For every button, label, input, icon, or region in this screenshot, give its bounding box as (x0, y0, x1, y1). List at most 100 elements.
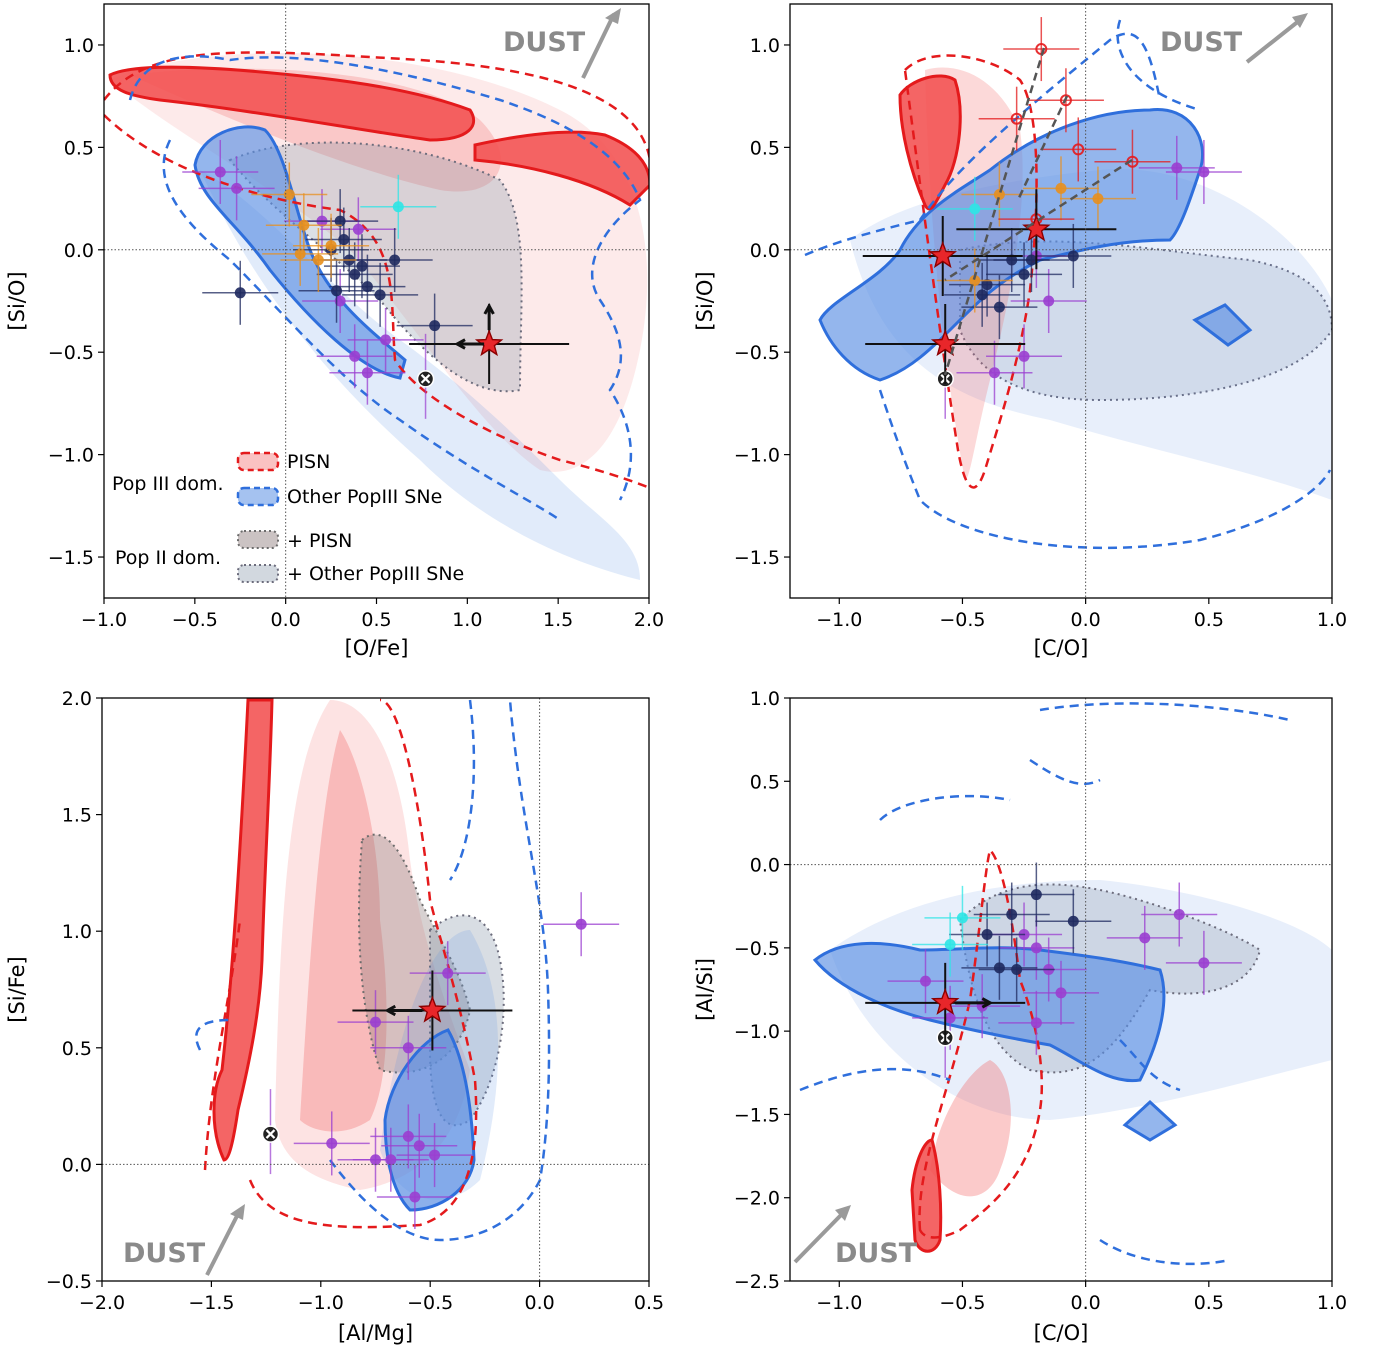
p4-xtick-label: 0.0 (1071, 1292, 1101, 1314)
p1-dust-label: DUST (503, 27, 586, 58)
p4-data-point (920, 975, 931, 987)
p2-ytick-label: −1.0 (734, 445, 780, 467)
p3-data-point (402, 1042, 414, 1054)
p1-ytick-label: −0.5 (48, 342, 94, 364)
legend-pisn-swatch (236, 451, 280, 472)
legend-pop2-pisn-label: + PISN (287, 530, 352, 552)
p2-xtick-label: 1.0 (1317, 609, 1347, 631)
p4-ytick-label: −1.5 (734, 1104, 780, 1126)
p4-data-point (993, 962, 1005, 974)
p3-dust-arrowhead (230, 1204, 245, 1220)
p3-xlabel: [Al/Mg] (338, 1321, 413, 1345)
p3-ytick-label: 2.0 (62, 688, 92, 710)
p2-data-point (969, 203, 981, 215)
p3-pisn-solid (212, 698, 274, 1162)
p2-ytick-label: −1.5 (734, 547, 780, 569)
p3-density-regions (195, 698, 551, 1242)
p4-data-point (1006, 909, 1018, 921)
p1-data-point (352, 223, 364, 235)
p1-data-point (325, 240, 337, 252)
p1-data-point (334, 215, 346, 227)
legend-other-label: Other PopIII SNe (287, 486, 442, 508)
p2-xtick-label: 0.0 (1071, 609, 1101, 631)
p4-star-limit-right-head (981, 997, 994, 1009)
legend-pop2-other-swatch (237, 564, 279, 583)
p2-dust-arrow (1245, 18, 1302, 64)
p2-axes: −1.0 −0.5 0.0 0.5 1.0 −1.5 −1.0 −0.5 0.0 0.5 1.0 [C… (693, 3, 1347, 660)
p1-star-marker (474, 329, 504, 357)
p1-xtick-label: 2.0 (634, 609, 664, 631)
p2-xlabel: [C/O] (1034, 636, 1089, 660)
p1-dust-arrow (581, 13, 616, 79)
p4-pisn-solid (910, 1138, 943, 1253)
p1-data-point (392, 201, 404, 213)
p2-dashed-track-3 (944, 158, 1133, 282)
p1-data-point (298, 219, 310, 231)
p1-marks (182, 139, 570, 419)
p1-data-point (349, 350, 361, 362)
p4-data-point (1030, 942, 1042, 954)
p4-dust-arrow (793, 1211, 845, 1264)
p2-marks (862, 17, 1242, 419)
p2-xtick-label: −1.0 (816, 609, 862, 631)
p3-frame (101, 697, 650, 1282)
p1-data-point (361, 281, 373, 293)
p3-data-point (442, 967, 454, 979)
p1-pisn-solid (108, 65, 476, 142)
p3-ytick-label: 1.0 (62, 921, 92, 943)
legend-pisn-label: PISN (287, 451, 330, 473)
p1-data-point (331, 285, 343, 297)
p4-ytick-label: −1.0 (734, 1021, 780, 1043)
p1-legend: PISN Pop III dom. Other PopIII SNe + PIS… (112, 451, 464, 585)
p1-data-point (231, 182, 243, 194)
p1-xtick-label: 0.0 (271, 609, 301, 631)
p2-ytick-label: 0.5 (750, 137, 780, 159)
p1-xtick-label: 1.5 (543, 609, 573, 631)
p4-density-regions (799, 702, 1332, 1266)
p1-ytick-label: 0.0 (64, 240, 94, 262)
p2-xtick-label: 0.5 (1194, 609, 1224, 631)
p2-frame (789, 3, 1333, 599)
p2-ytick-label: 0.0 (750, 240, 780, 262)
p3-ytick-label: 1.5 (62, 805, 92, 827)
p4-ytick-label: 0.5 (750, 771, 780, 793)
p2-data-point (1010, 112, 1023, 125)
p3-star-marker (418, 995, 447, 1023)
p4-data-point (1055, 987, 1067, 999)
p4-other-dashed (799, 702, 1291, 1266)
p3-ylabel: [Si/Fe] (5, 956, 29, 1022)
p3-data-point (385, 1154, 397, 1166)
p1-xlabel: [O/Fe] (345, 636, 409, 660)
p2-star-marker (1022, 214, 1051, 242)
p1-data-point (380, 334, 392, 346)
p4-ytick-label: −2.0 (734, 1188, 780, 1210)
p4-xtick-label: 1.0 (1317, 1292, 1347, 1314)
p4-data-point (1067, 915, 1079, 927)
p3-ytick-label: −0.5 (46, 1271, 92, 1293)
p2-dashed-track-2 (1016, 95, 1069, 201)
p3-data-point (413, 1140, 425, 1152)
p4-xtick-label: 0.5 (1194, 1292, 1224, 1314)
p4-marks (865, 862, 1242, 1078)
p3-xtick-label: 0.0 (524, 1292, 554, 1314)
p2-dashed-track-1 (943, 47, 1046, 376)
p1-axes: −1.0 −0.5 0.0 0.5 1.0 1.5 2.0 −1.5 −1.0 −0.5 0.0 0.… (5, 3, 664, 660)
p2-dust-arrowhead (1292, 13, 1308, 28)
p3-other-dashed (195, 699, 551, 1242)
p1-data-point (338, 234, 350, 246)
p4-data-point (944, 939, 956, 951)
p2-data-point (993, 301, 1005, 313)
p4-dust-arrowhead (835, 1205, 851, 1221)
p1-ytick-label: −1.5 (48, 547, 94, 569)
p3-axes: −2.0 −1.5 −1.0 −0.5 0.0 0.5 −0.5 0.0 0.5 1.0 1.5 2.… (5, 688, 664, 1345)
p2-data-point (1067, 250, 1079, 262)
p2-data-point (1092, 193, 1104, 205)
p2-ylabel: [Si/O] (693, 271, 717, 330)
p3-xtick-label: −1.0 (298, 1292, 344, 1314)
p1-star-limit-left-head (454, 338, 466, 350)
p3-dust-label: DUST (123, 1238, 206, 1269)
p1-dust-arrowhead (605, 8, 621, 24)
legend-pop2-other-label: + Other PopIII SNe (287, 563, 464, 585)
p4-other-solid-island (1122, 1099, 1178, 1142)
p2-other-dashed (804, 19, 1332, 550)
